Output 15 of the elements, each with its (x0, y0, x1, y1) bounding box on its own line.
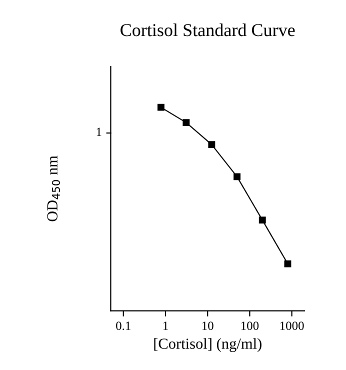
point (284, 260, 292, 268)
point (234, 173, 240, 180)
x-axis-title: [Cortisol] (ng/ml) (154, 338, 262, 352)
x-tick-label: 10 (202, 322, 214, 330)
point (157, 104, 164, 111)
y-axis-title: OD$_{450}$ nm (47, 156, 60, 222)
x-tick-label: 100 (241, 322, 259, 330)
point (182, 119, 190, 126)
point (208, 141, 216, 148)
chart-title: Cortisol Standard Curve (120, 24, 295, 36)
point (258, 216, 266, 224)
x-tick-label: 0.1 (116, 322, 130, 330)
x-tick-label: 1000 (280, 322, 304, 330)
x-tick-label: 1 (163, 322, 168, 330)
text: 1 (96, 128, 102, 136)
